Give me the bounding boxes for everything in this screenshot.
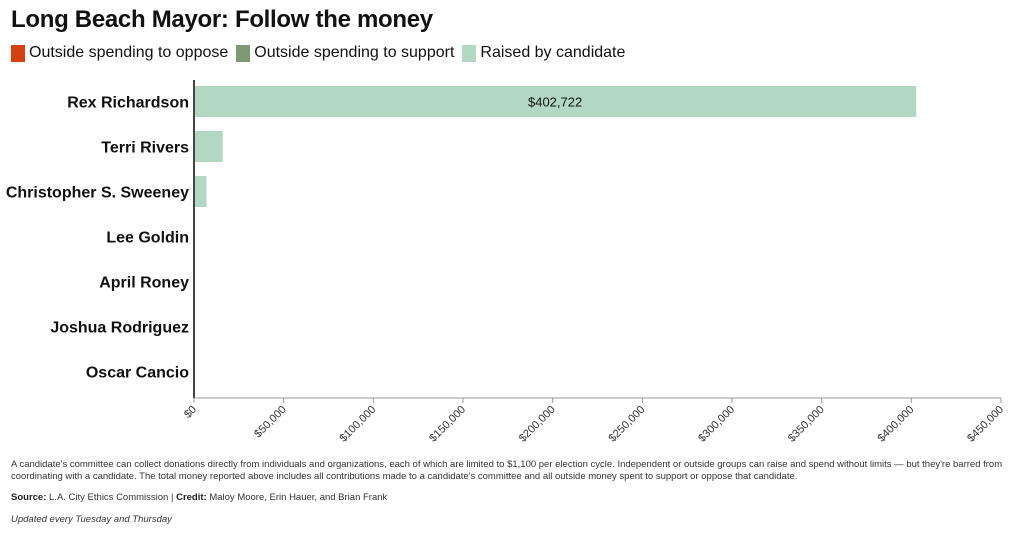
x-tick-label: $400,000 [876, 404, 917, 445]
legend-item-oppose: Outside spending to oppose [11, 44, 228, 62]
x-tick-label: $100,000 [338, 404, 379, 445]
legend-swatch-raised [462, 44, 477, 62]
x-tick-label: $50,000 [252, 404, 289, 441]
updated-note: Updated every Tuesday and Thursday [11, 514, 172, 525]
category-label: Joshua Rodriguez [50, 320, 189, 337]
credit-label: Credit: [176, 492, 207, 503]
chart-title: Long Beach Mayor: Follow the money [11, 6, 433, 33]
x-tick-label: $450,000 [965, 404, 1006, 445]
x-tick-label: $350,000 [786, 404, 827, 445]
category-label: Rex Richardson [67, 95, 189, 112]
source-line: Source: L.A. City Ethics Commission | Cr… [11, 492, 387, 503]
x-tick-label: $0 [182, 404, 199, 421]
x-tick-label: $200,000 [517, 404, 558, 445]
legend-swatch-oppose [11, 44, 25, 62]
legend-item-support: Outside spending to support [236, 44, 454, 62]
bar-terri-rivers-series-2 [194, 131, 223, 162]
source-separator: | [170, 492, 174, 503]
category-label: April Roney [99, 275, 189, 292]
footnote: A candidate's committee can collect dona… [11, 459, 1003, 482]
category-label: Lee Goldin [106, 230, 189, 247]
credit-text: Maloy Moore, Erin Hauer, and Brian Frank [209, 492, 388, 503]
category-label: Terri Rivers [101, 140, 189, 157]
legend-swatch-support [236, 44, 251, 62]
bar-rex-richardson-series-2 [194, 86, 917, 117]
category-label: Christopher S. Sweeney [6, 185, 189, 202]
legend: Outside spending to oppose Outside spend… [11, 44, 633, 62]
legend-label-support: Outside spending to support [254, 44, 455, 61]
category-label: Oscar Cancio [86, 365, 189, 382]
bar-chart: Rex Richardson Terri Rivers Christopher S.… [6, 80, 1006, 445]
data-label: $402,722 [528, 95, 582, 110]
x-tick-label: $300,000 [696, 404, 737, 445]
source-label: Source: [11, 492, 47, 503]
legend-item-raised: Raised by candidate [462, 44, 625, 62]
source-text: L.A. City Ethics Commission [49, 492, 169, 503]
legend-label-oppose: Outside spending to oppose [29, 44, 229, 61]
bar-christopher-s-sweeney-series-2 [194, 176, 207, 207]
x-tick-label: $250,000 [607, 404, 648, 445]
legend-label-raised: Raised by candidate [480, 44, 626, 61]
x-tick-label: $150,000 [427, 404, 468, 445]
